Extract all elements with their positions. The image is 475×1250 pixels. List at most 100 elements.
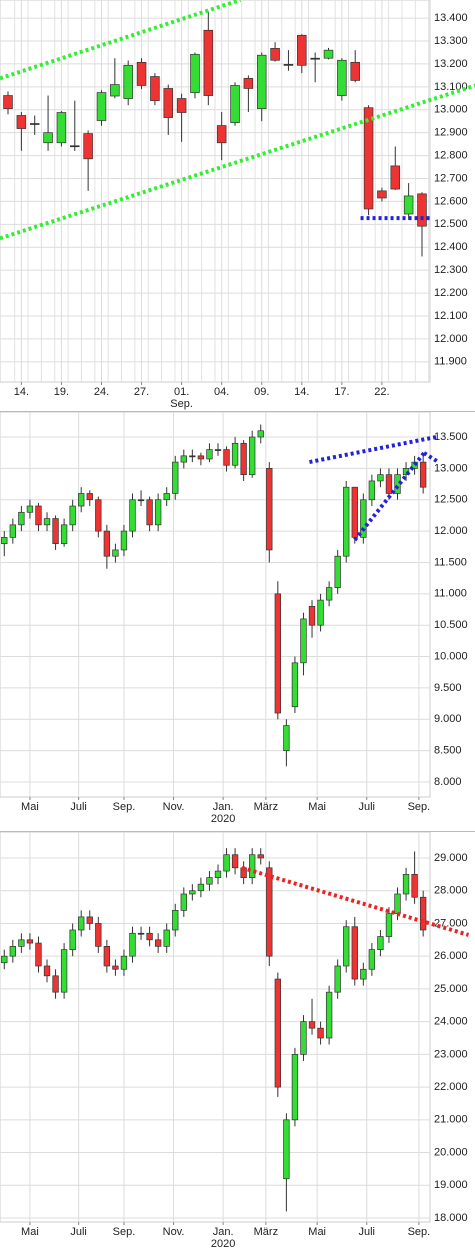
candle-body	[417, 193, 427, 227]
candle-body	[231, 442, 239, 466]
y-tick-label: 22.000	[434, 1081, 468, 1093]
candle-body	[52, 518, 59, 545]
candle-body	[1, 955, 8, 964]
candle-body	[95, 499, 102, 532]
x-tick-label: Mai	[308, 1226, 326, 1238]
y-tick-label: 19.000	[434, 1179, 468, 1191]
candle-body	[1, 537, 8, 545]
candle-body	[163, 88, 174, 118]
y-tick-label: 26.000	[434, 950, 468, 962]
candle-body	[317, 599, 324, 626]
y-tick-label: 13.400	[434, 12, 468, 24]
candle-body	[300, 618, 307, 664]
x-tick-label: 19.	[54, 386, 69, 398]
candle-body	[214, 870, 222, 878]
candle-body	[216, 125, 227, 144]
candle-body	[231, 854, 239, 869]
candle-body	[223, 449, 230, 466]
x-tick-label: 17.	[334, 386, 349, 398]
candle-body	[60, 949, 68, 993]
x-tick-label: Nov.	[163, 1226, 185, 1238]
candle-body	[385, 474, 393, 494]
candle-body	[377, 190, 387, 199]
candle-body	[343, 486, 350, 557]
candle-body	[180, 893, 187, 911]
candle-body	[180, 455, 187, 463]
y-tick-label: 20.000	[434, 1146, 468, 1158]
candle-body	[266, 867, 273, 957]
candle-body	[283, 64, 294, 66]
candle-body	[154, 939, 162, 947]
candle-body	[103, 946, 111, 967]
candle-body	[172, 910, 179, 931]
candle-body	[163, 493, 170, 501]
y-tick-label: 12.700	[434, 172, 468, 184]
trend-line	[0, 0, 241, 81]
candle-body	[172, 461, 179, 494]
candle-body	[103, 530, 111, 557]
candle-body	[9, 524, 16, 538]
candle-body	[189, 455, 196, 458]
y-tick-label: 13.000	[434, 462, 468, 474]
candle-body	[35, 942, 42, 967]
candle-body	[419, 461, 427, 488]
x-tick-label: Juli	[358, 1226, 375, 1238]
candle-body	[95, 923, 102, 947]
candle-body	[300, 1021, 307, 1055]
y-tick-label: 12.800	[434, 150, 468, 162]
candle-body	[197, 883, 205, 892]
x-tick-sublabel: 2020	[211, 813, 235, 825]
candle-body	[249, 436, 256, 476]
candle-body	[86, 493, 93, 501]
candle-body	[240, 442, 247, 476]
x-tick-label: Jan.	[213, 801, 234, 813]
y-tick-label: 11.500	[434, 556, 467, 568]
candle-body	[325, 991, 333, 1039]
candle-body	[343, 926, 350, 967]
candle-body	[86, 916, 93, 924]
y-tick-label: 10.000	[434, 650, 468, 662]
candle-body	[18, 939, 25, 947]
y-tick-label: 24.000	[434, 1016, 468, 1028]
candle-body	[154, 499, 162, 526]
candle-body	[283, 1119, 290, 1180]
candle-body	[402, 468, 410, 476]
candle-body	[363, 107, 374, 210]
y-tick-label: 29.000	[434, 852, 468, 864]
y-tick-label: 11.000	[434, 588, 467, 600]
candle-body	[390, 165, 401, 190]
x-tick-label: 22.	[374, 386, 389, 398]
candle-body	[3, 95, 13, 109]
candle-body	[403, 195, 414, 215]
candle-body	[206, 877, 213, 885]
x-tick-label: 14.	[14, 386, 29, 398]
y-tick-label: 13.300	[434, 35, 468, 47]
y-tick-label: 23.000	[434, 1048, 468, 1060]
candle-body	[337, 59, 347, 96]
x-tick-label: Sep.	[408, 1226, 431, 1238]
candle-body	[189, 890, 196, 895]
x-tick-label: Juli	[70, 801, 87, 813]
x-tick-label: 04.	[214, 386, 229, 398]
candle-body	[297, 34, 307, 66]
candle-body	[266, 468, 273, 551]
candle-body	[317, 1027, 324, 1039]
candle-body	[351, 926, 358, 980]
y-tick-label: 12.200	[434, 287, 468, 299]
candle-body	[146, 932, 153, 941]
candle-body	[52, 975, 59, 993]
candle-body	[214, 449, 222, 451]
trend-line	[422, 451, 440, 464]
candle-body	[257, 430, 264, 438]
y-tick-label: 12.500	[434, 218, 468, 230]
x-tick-label: 01.	[174, 386, 189, 398]
y-tick-label: 12.100	[434, 310, 468, 322]
y-tick-label: 27.000	[434, 917, 468, 929]
trend-line	[353, 451, 426, 542]
candle-body	[385, 913, 393, 937]
y-tick-label: 11.900	[434, 356, 467, 368]
candle-body	[411, 874, 418, 898]
x-tick-label: März	[254, 801, 278, 813]
candle-body	[368, 949, 376, 970]
